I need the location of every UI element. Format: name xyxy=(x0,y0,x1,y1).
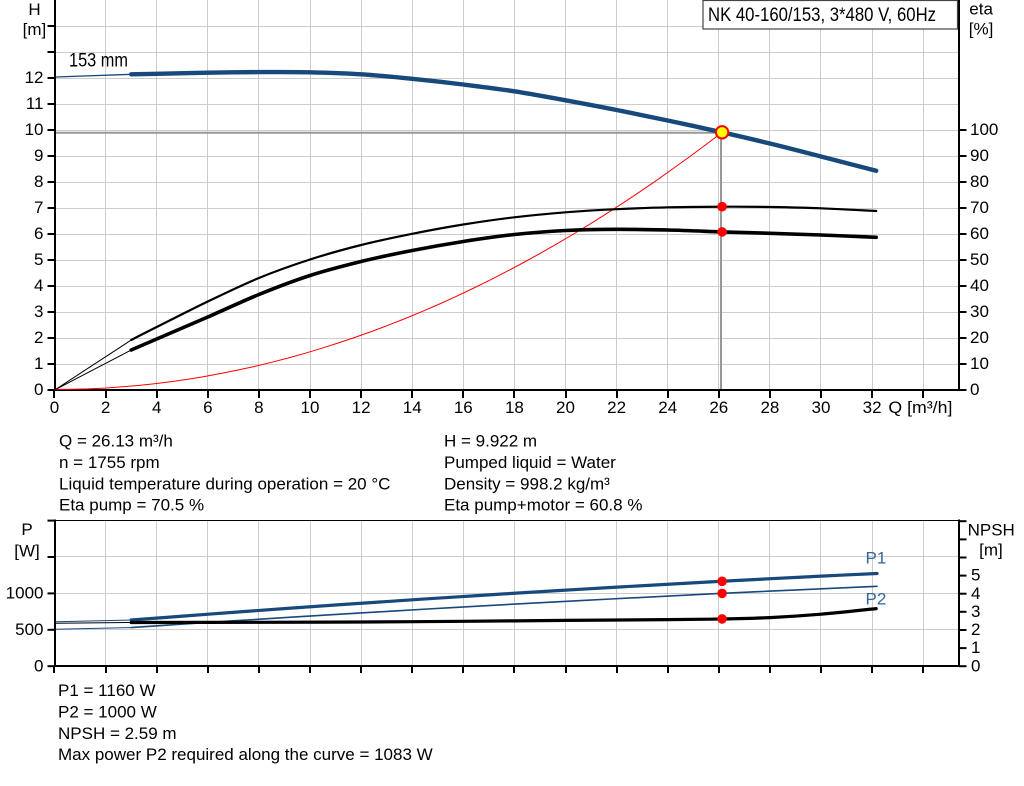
svg-text:28: 28 xyxy=(760,398,779,417)
svg-text:10: 10 xyxy=(970,354,989,373)
svg-text:Density = 998.2 kg/m³: Density = 998.2 kg/m³ xyxy=(444,474,610,493)
svg-text:[m]: [m] xyxy=(23,20,47,39)
svg-text:5: 5 xyxy=(34,250,43,269)
svg-text:0: 0 xyxy=(50,398,59,417)
svg-text:60: 60 xyxy=(970,224,989,243)
svg-text:[%]: [%] xyxy=(969,19,994,38)
svg-text:P1 = 1160 W: P1 = 1160 W xyxy=(58,681,156,700)
svg-text:26: 26 xyxy=(709,398,728,417)
svg-text:H = 9.922 m: H = 9.922 m xyxy=(444,432,537,451)
svg-text:153 mm: 153 mm xyxy=(69,51,128,72)
svg-text:4: 4 xyxy=(971,584,980,603)
svg-text:100: 100 xyxy=(970,120,998,139)
svg-text:14: 14 xyxy=(403,398,422,417)
svg-text:22: 22 xyxy=(607,398,626,417)
svg-text:P2: P2 xyxy=(866,589,887,608)
svg-text:Eta pump+motor = 60.8 %: Eta pump+motor = 60.8 % xyxy=(444,496,642,515)
svg-text:12: 12 xyxy=(25,68,44,87)
svg-text:2: 2 xyxy=(971,620,980,639)
svg-text:8: 8 xyxy=(254,398,263,417)
svg-text:[m]: [m] xyxy=(979,540,1003,559)
svg-text:10: 10 xyxy=(25,120,44,139)
svg-text:n = 1755 rpm: n = 1755 rpm xyxy=(59,453,160,472)
svg-text:5: 5 xyxy=(971,566,980,585)
svg-text:32: 32 xyxy=(863,398,882,417)
svg-text:7: 7 xyxy=(34,198,43,217)
svg-text:90: 90 xyxy=(970,146,989,165)
svg-text:0: 0 xyxy=(971,656,980,675)
svg-text:1: 1 xyxy=(971,638,980,657)
svg-text:50: 50 xyxy=(970,250,989,269)
svg-text:NPSH = 2.59 m: NPSH = 2.59 m xyxy=(58,724,177,743)
svg-text:80: 80 xyxy=(970,172,989,191)
svg-text:30: 30 xyxy=(970,302,989,321)
svg-text:30: 30 xyxy=(812,398,831,417)
svg-text:Q = 26.13 m³/h: Q = 26.13 m³/h xyxy=(59,432,173,451)
svg-text:3: 3 xyxy=(34,302,43,321)
svg-text:500: 500 xyxy=(15,620,43,639)
svg-text:Eta pump = 70.5 %: Eta pump = 70.5 % xyxy=(59,496,204,515)
svg-text:H: H xyxy=(28,0,40,19)
svg-text:10: 10 xyxy=(301,398,320,417)
svg-text:20: 20 xyxy=(970,328,989,347)
svg-text:Q [m³/h]: Q [m³/h] xyxy=(888,398,952,417)
svg-text:40: 40 xyxy=(970,276,989,295)
svg-text:eta: eta xyxy=(969,0,993,19)
svg-text:6: 6 xyxy=(34,224,43,243)
svg-text:9: 9 xyxy=(34,146,43,165)
svg-text:6: 6 xyxy=(203,398,212,417)
svg-text:24: 24 xyxy=(658,398,677,417)
svg-text:NK 40-160/153, 3*480 V, 60Hz: NK 40-160/153, 3*480 V, 60Hz xyxy=(708,5,936,26)
svg-text:P: P xyxy=(21,520,32,539)
svg-text:3: 3 xyxy=(971,602,980,621)
svg-text:4: 4 xyxy=(34,276,43,295)
svg-text:P2 = 1000 W: P2 = 1000 W xyxy=(58,702,157,721)
svg-text:0: 0 xyxy=(34,380,43,399)
svg-text:0: 0 xyxy=(970,380,979,399)
svg-text:[W]: [W] xyxy=(14,542,40,561)
svg-text:8: 8 xyxy=(34,172,43,191)
svg-text:2: 2 xyxy=(34,328,43,347)
svg-text:4: 4 xyxy=(152,398,161,417)
svg-text:1000: 1000 xyxy=(6,584,44,603)
svg-text:12: 12 xyxy=(352,398,371,417)
svg-text:Liquid temperature during oper: Liquid temperature during operation = 20… xyxy=(59,474,390,493)
svg-text:16: 16 xyxy=(454,398,473,417)
svg-text:Max power P2 required along th: Max power P2 required along the curve = … xyxy=(58,745,433,764)
svg-text:0: 0 xyxy=(34,656,43,675)
svg-text:11: 11 xyxy=(26,94,44,113)
svg-text:P1: P1 xyxy=(866,549,887,568)
svg-text:70: 70 xyxy=(970,198,989,217)
svg-text:Pumped liquid = Water: Pumped liquid = Water xyxy=(444,453,616,472)
svg-text:20: 20 xyxy=(556,398,575,417)
svg-text:1: 1 xyxy=(34,354,43,373)
svg-text:NPSH: NPSH xyxy=(968,520,1015,539)
svg-text:2: 2 xyxy=(101,398,110,417)
svg-text:18: 18 xyxy=(505,398,524,417)
